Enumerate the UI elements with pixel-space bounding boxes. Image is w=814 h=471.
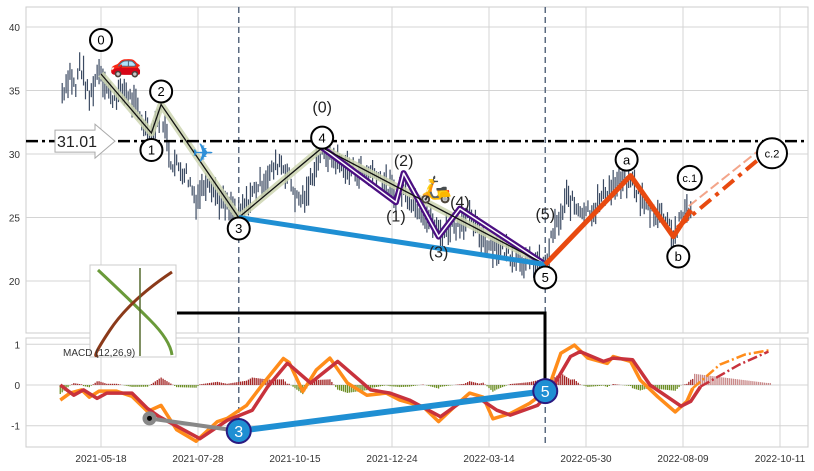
minor-wave-label: (5)	[535, 206, 555, 223]
inset-curve-brown	[94, 270, 173, 358]
airplane-icon: ✈	[192, 138, 214, 168]
wave-label-circle	[614, 147, 639, 172]
signal-projection-line	[699, 350, 769, 388]
wave-label-circle	[139, 138, 164, 163]
level-arrow-callout	[54, 123, 116, 160]
wave-label: 4	[319, 130, 326, 145]
wave-label: c.1	[682, 173, 697, 185]
wave-label-circle	[310, 125, 335, 150]
wave-label: c.2	[765, 148, 780, 160]
x-tick-label: 2021-07-28	[172, 454, 224, 465]
wave-label: 1	[148, 143, 155, 158]
wave-label-circle	[666, 244, 691, 269]
macd-gray-link	[149, 416, 240, 433]
macd-y-tick-label: -1	[11, 422, 20, 433]
wave-label-circle	[533, 265, 558, 290]
macd-y-tick-label: 0	[14, 381, 20, 392]
x-tick-label: 2022-05-30	[560, 454, 612, 465]
y-tick-label: 40	[9, 23, 21, 34]
minor-wave-label: (2)	[394, 153, 414, 170]
wave-label-circle	[756, 137, 788, 170]
wave-label: 5	[542, 270, 549, 285]
macd-legend-label: MACD (12,26,9)	[63, 348, 135, 359]
y-tick-label: 35	[9, 87, 21, 98]
wave-label-circle	[676, 164, 703, 191]
major-wave-line	[100, 73, 546, 266]
wave-label: a	[623, 152, 631, 167]
macd-gray-point-center	[147, 415, 152, 421]
macd-trendline-3-5	[238, 388, 546, 434]
wave-label-circle	[225, 417, 252, 444]
level-value-label: 31.01	[57, 134, 97, 151]
macd-y-tick-label: 1	[14, 340, 20, 351]
wave-label: 3	[234, 424, 243, 441]
minor-wave-label: (0)	[312, 100, 332, 117]
x-tick-label: 2021-10-15	[269, 454, 321, 465]
wave-label: 3	[235, 221, 242, 236]
minor-wave-label: (4)	[450, 195, 470, 212]
minor-wave-label: (3)	[429, 245, 449, 262]
x-tick-label: 2021-05-18	[75, 454, 127, 465]
wave-label: 2	[158, 84, 165, 99]
signal-line	[59, 349, 702, 441]
car-icon: 🚗	[110, 48, 142, 78]
minor-wave-inner	[321, 147, 546, 266]
scooter-icon: 🛵	[420, 174, 452, 205]
y-tick-label: 25	[9, 214, 21, 225]
wave-label-circle	[149, 79, 174, 104]
x-tick-label: 2021-12-24	[366, 454, 418, 465]
wave-label: b	[675, 249, 682, 264]
y-tick-label: 20	[9, 277, 21, 288]
y-tick-label: 30	[9, 150, 21, 161]
x-tick-label: 2022-08-09	[657, 454, 709, 465]
divergence-connector	[177, 311, 547, 392]
wave-label-circle	[226, 216, 251, 241]
wave-label: 5	[541, 384, 550, 401]
wave-label: 0	[97, 33, 104, 48]
inset-curve-green	[96, 268, 174, 356]
minor-wave-label: (1)	[386, 208, 406, 225]
trendline-3-5	[238, 215, 546, 267]
macd-projection-line	[691, 348, 771, 390]
x-tick-label: 2022-03-14	[463, 454, 515, 465]
wave-label-circle	[532, 378, 559, 405]
x-tick-label: 2022-10-11	[755, 454, 806, 465]
wave-label-circle	[89, 27, 113, 52]
